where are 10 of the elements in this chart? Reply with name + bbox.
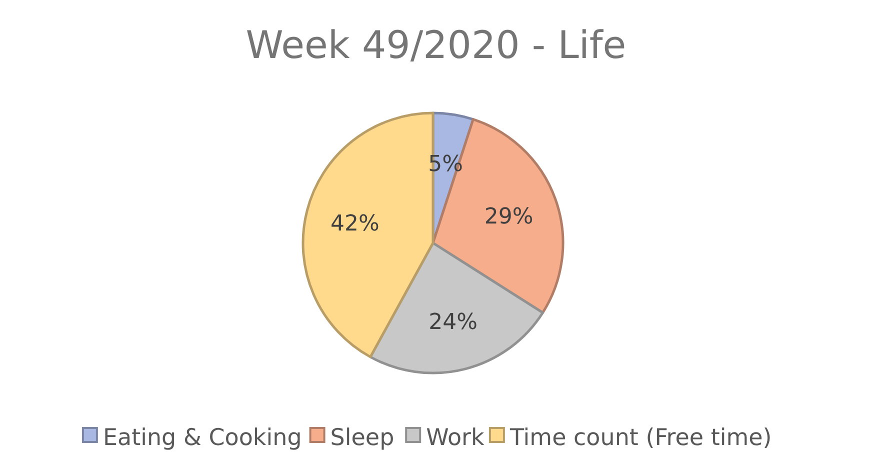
- pie-slice: [432, 118, 564, 314]
- data-label: 29%: [484, 204, 534, 230]
- legend-label: Work: [426, 425, 486, 452]
- data-label: 42%: [330, 212, 380, 237]
- legend-label: Sleep: [330, 425, 394, 452]
- legend-label: Time count (Free time): [508, 425, 772, 452]
- legend-label: Eating & Cooking: [102, 425, 302, 452]
- chart-title: Week 49/2020 - Life: [246, 23, 626, 67]
- pie-slice: [369, 242, 544, 374]
- data-label: 24%: [428, 310, 478, 335]
